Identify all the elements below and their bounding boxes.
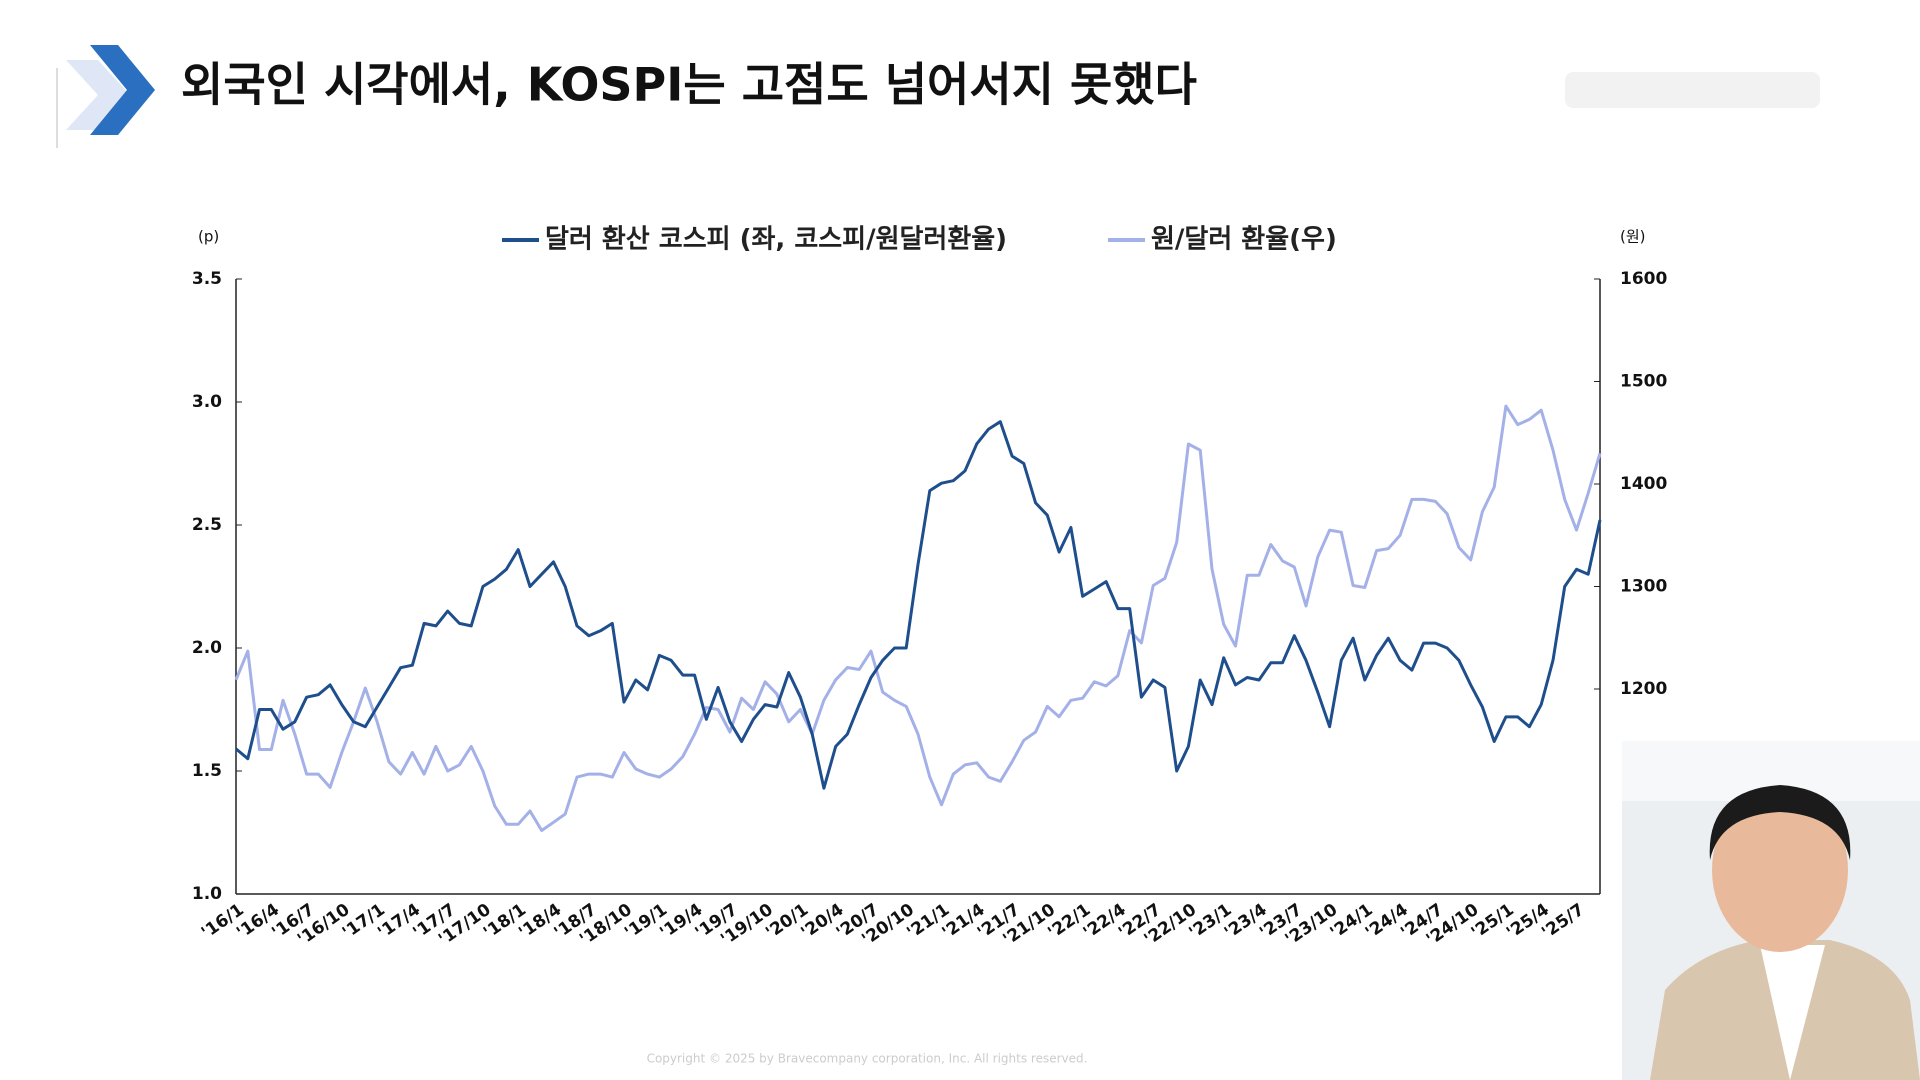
y2-tick-label: 1600 (1620, 269, 1667, 289)
y-tick-label: 1.0 (192, 884, 222, 904)
y-tick-label: 2.5 (192, 515, 222, 535)
y-tick-label: 3.5 (192, 269, 222, 289)
y-unit: (p) (198, 228, 219, 246)
webcam-overlay (1622, 741, 1920, 1080)
y-tick-label: 3.0 (192, 392, 222, 412)
blurred-label (1565, 72, 1820, 108)
y2-tick-label: 1300 (1620, 577, 1667, 597)
webcam-face (1712, 788, 1848, 952)
series-line (235, 420, 1602, 790)
legend-label: 달러 환산 코스피 (좌, 코스피/원달러환율) (545, 225, 1007, 255)
webcam-hair (1709, 785, 1851, 860)
y2-tick-label: 1500 (1620, 372, 1667, 392)
y-tick-label: 1.5 (192, 761, 222, 781)
webcam-shirt (1760, 945, 1825, 1080)
legend-label: 원/달러 환율(우) (1151, 225, 1337, 255)
y2-unit: (원) (1620, 228, 1646, 246)
logo-chevron (90, 45, 155, 135)
series-line (234, 404, 1602, 832)
y-tick-label: 2.0 (192, 638, 222, 658)
chart-title: 외국인 시각에서, KOSPI는 고점도 넘어서지 못했다 (181, 58, 1197, 112)
y2-tick-label: 1400 (1620, 474, 1667, 494)
copyright: Copyright © 2025 by Bravecompany corpora… (647, 1052, 1088, 1066)
y2-tick-label: 1200 (1620, 679, 1667, 699)
